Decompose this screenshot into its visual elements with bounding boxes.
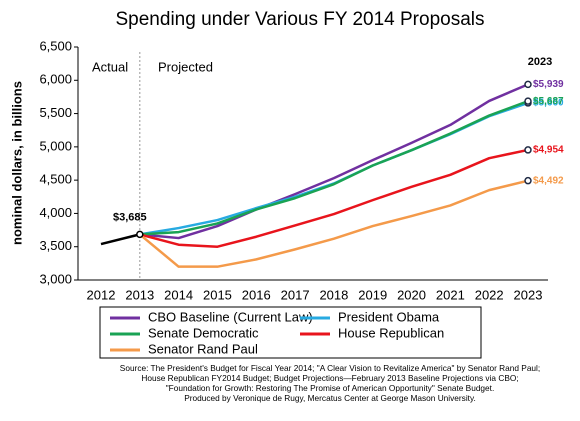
source-note: Source: The President's Budget for Fisca…	[120, 363, 540, 373]
source-note: Produced by Veronique de Rugy, Mercatus …	[184, 393, 476, 403]
data-label: $5,660	[533, 98, 564, 109]
series-line	[139, 179, 529, 268]
chart-title: Spending under Various FY 2014 Proposals	[116, 9, 485, 30]
y-tick-label: 4,000	[39, 205, 72, 220]
x-tick-label: 2014	[164, 287, 193, 302]
x-tick-label: 2015	[203, 287, 232, 302]
x-tick-label: 2018	[319, 287, 348, 302]
legend-label: President Obama	[338, 309, 440, 324]
y-tick-label: 6,500	[39, 38, 72, 53]
y-tick-label: 5,500	[39, 105, 72, 120]
data-label: $4,954	[533, 145, 564, 156]
point-marker	[524, 146, 532, 154]
x-tick-label: 2012	[87, 287, 116, 302]
point-marker	[524, 176, 532, 185]
x-tick-label: 2017	[281, 287, 310, 302]
annotation: Projected	[158, 59, 213, 74]
point-marker	[524, 80, 532, 89]
legend-label: House Republican	[338, 325, 444, 340]
x-tick-label: 2021	[436, 287, 465, 302]
y-tick-label: 6,000	[39, 72, 72, 87]
data-label: $3,685	[113, 211, 147, 223]
point-marker	[524, 97, 532, 105]
legend-box	[99, 306, 482, 359]
series-line	[139, 148, 529, 248]
point-marker	[136, 230, 144, 239]
x-tick-label: 2013	[125, 287, 154, 302]
series-line	[139, 83, 529, 240]
legend-label: Senator Rand Paul	[148, 341, 258, 356]
annotation: Actual	[92, 59, 128, 74]
x-tick-label: 2016	[242, 287, 271, 302]
legend-label: CBO Baseline (Current Law)	[148, 309, 313, 324]
y-tick-label: 3,000	[39, 271, 72, 286]
legend-label: Senate Democratic	[148, 325, 259, 340]
x-tick-label: 2020	[397, 287, 426, 302]
x-tick-label: 2019	[358, 287, 387, 302]
source-note: "Foundation for Growth: Restoring The Pr…	[166, 383, 495, 393]
data-label: $5,687	[533, 96, 564, 107]
series-line	[100, 233, 141, 246]
annotation: 2023	[528, 56, 552, 68]
series-line	[139, 99, 529, 236]
y-tick-label: 3,500	[39, 238, 72, 253]
data-label: $4,492	[533, 175, 564, 186]
x-tick-label: 2023	[514, 287, 543, 302]
y-axis-label: nominal dollars, in billions	[9, 81, 24, 245]
y-tick-label: 5,000	[39, 138, 72, 153]
source-note: House Republican FY2014 Budget; Budget P…	[141, 373, 518, 383]
y-tick-label: 4,500	[39, 172, 72, 187]
x-tick-label: 2022	[475, 287, 504, 302]
data-label: $5,939	[533, 79, 564, 90]
